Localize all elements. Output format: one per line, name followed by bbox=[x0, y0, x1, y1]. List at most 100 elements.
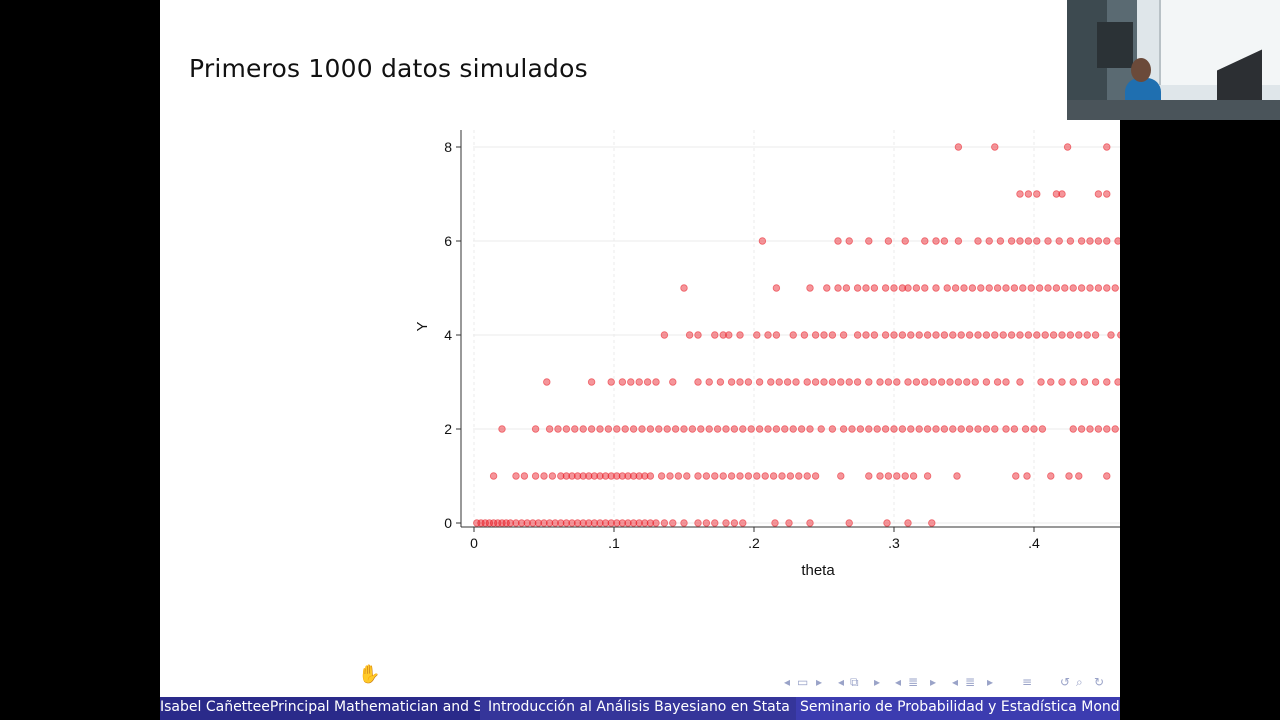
frame-prev-icon[interactable]: ◂ bbox=[784, 675, 791, 689]
subsection-icon[interactable]: ⧉ bbox=[850, 675, 859, 689]
slide-next-icon[interactable]: ▸ bbox=[987, 675, 994, 689]
frame-next-icon[interactable]: ▸ bbox=[816, 675, 823, 689]
data-point bbox=[736, 331, 744, 339]
section-icon[interactable]: ≣ bbox=[908, 675, 919, 689]
data-point bbox=[629, 519, 638, 527]
subsection-next-icon[interactable]: ▸ bbox=[874, 675, 881, 689]
y-tick-label: 8 bbox=[444, 139, 452, 155]
data-point bbox=[893, 378, 901, 386]
data-point bbox=[904, 519, 912, 527]
data-point bbox=[1002, 284, 1010, 292]
data-point bbox=[954, 378, 963, 386]
data-point bbox=[683, 472, 691, 480]
data-point bbox=[982, 331, 991, 339]
data-point bbox=[764, 425, 772, 433]
data-point bbox=[946, 378, 954, 386]
hand-cursor-icon: ✋ bbox=[358, 664, 381, 685]
data-point bbox=[489, 472, 498, 480]
undo-icon[interactable]: ↺ bbox=[1060, 675, 1071, 689]
data-point bbox=[596, 519, 604, 527]
data-point bbox=[940, 331, 949, 339]
data-point bbox=[785, 519, 793, 527]
data-point bbox=[786, 472, 795, 480]
data-point bbox=[904, 378, 912, 386]
data-point bbox=[1021, 425, 1030, 433]
data-point bbox=[1016, 331, 1024, 339]
data-point bbox=[711, 519, 719, 527]
data-point bbox=[991, 425, 999, 433]
data-point bbox=[797, 425, 806, 433]
frame-icon[interactable]: ▭ bbox=[797, 675, 809, 689]
section-next-icon[interactable]: ▸ bbox=[930, 675, 937, 689]
search-icon[interactable]: ⌕ bbox=[1076, 675, 1083, 689]
data-point bbox=[909, 472, 918, 480]
data-point bbox=[876, 378, 884, 386]
data-point bbox=[705, 425, 713, 433]
data-point bbox=[761, 472, 769, 480]
data-point bbox=[893, 472, 901, 480]
x-tick-label: .3 bbox=[888, 535, 900, 551]
data-point bbox=[1091, 331, 1100, 339]
data-point bbox=[932, 237, 940, 245]
subsection-prev-icon[interactable]: ◂ bbox=[838, 675, 845, 689]
data-point bbox=[601, 472, 610, 480]
data-point bbox=[641, 472, 649, 480]
slide-prev-icon[interactable]: ◂ bbox=[952, 675, 959, 689]
data-point bbox=[607, 378, 615, 386]
footer-talk-title: Introducción al Análisis Bayesiano en St… bbox=[480, 697, 796, 720]
data-point bbox=[596, 472, 604, 480]
data-point bbox=[680, 519, 688, 527]
data-point bbox=[694, 472, 702, 480]
x-tick-label: 0 bbox=[470, 535, 478, 551]
data-point bbox=[744, 472, 753, 480]
data-point bbox=[789, 331, 797, 339]
data-point bbox=[705, 378, 713, 386]
data-point bbox=[613, 472, 621, 480]
data-point bbox=[884, 472, 893, 480]
data-point bbox=[753, 472, 761, 480]
redo-icon[interactable]: ↻ bbox=[1094, 675, 1105, 689]
data-point bbox=[937, 378, 946, 386]
data-point bbox=[828, 378, 837, 386]
data-point bbox=[494, 519, 502, 527]
data-point bbox=[1052, 284, 1061, 292]
data-point bbox=[1077, 425, 1086, 433]
data-point bbox=[800, 331, 809, 339]
data-point bbox=[954, 237, 963, 245]
data-point bbox=[898, 284, 907, 292]
data-point bbox=[881, 425, 890, 433]
data-point bbox=[545, 425, 554, 433]
data-point bbox=[985, 284, 993, 292]
data-point bbox=[1002, 425, 1010, 433]
data-point bbox=[870, 284, 879, 292]
y-tick-label: 4 bbox=[444, 327, 452, 343]
y-tick-label: 6 bbox=[444, 233, 452, 249]
data-point bbox=[618, 378, 627, 386]
data-point bbox=[1086, 425, 1094, 433]
data-point bbox=[991, 331, 999, 339]
data-point bbox=[747, 425, 755, 433]
data-point bbox=[635, 378, 643, 386]
data-point bbox=[974, 331, 982, 339]
slide-icon[interactable]: ≣ bbox=[965, 675, 976, 689]
data-point bbox=[624, 472, 632, 480]
data-point bbox=[907, 425, 915, 433]
data-point bbox=[1055, 237, 1063, 245]
data-point bbox=[974, 237, 982, 245]
data-point bbox=[789, 425, 797, 433]
data-point bbox=[711, 472, 719, 480]
webcam-video bbox=[1067, 0, 1280, 120]
data-point bbox=[694, 519, 702, 527]
data-point bbox=[646, 519, 655, 527]
data-point bbox=[744, 378, 753, 386]
section-prev-icon[interactable]: ◂ bbox=[895, 675, 902, 689]
data-point bbox=[660, 331, 669, 339]
beamer-navigation[interactable]: ◂ ▭ ▸ ◂ ⧉ ▸ ◂ ≣ ▸ ◂ ≣ ▸ ≡ ↺ ⌕ ↻ bbox=[780, 675, 1110, 691]
data-point bbox=[1058, 190, 1066, 198]
data-point bbox=[641, 519, 649, 527]
data-point bbox=[739, 425, 747, 433]
data-point bbox=[769, 472, 778, 480]
data-point bbox=[1075, 472, 1083, 480]
data-point bbox=[806, 284, 814, 292]
align-icon[interactable]: ≡ bbox=[1022, 675, 1033, 689]
